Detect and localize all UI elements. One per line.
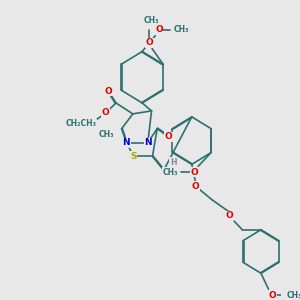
Text: O: O bbox=[268, 291, 276, 300]
Text: O: O bbox=[225, 211, 233, 220]
Text: O: O bbox=[105, 87, 112, 96]
Text: O: O bbox=[145, 38, 153, 47]
Text: O: O bbox=[192, 182, 200, 190]
Text: N: N bbox=[144, 138, 152, 147]
Text: N: N bbox=[122, 138, 130, 147]
Text: O: O bbox=[164, 132, 172, 141]
Text: CH₂CH₃: CH₂CH₃ bbox=[66, 119, 97, 128]
Text: CH₃: CH₃ bbox=[143, 16, 159, 25]
Text: CH₃: CH₃ bbox=[287, 291, 300, 300]
Text: O: O bbox=[102, 108, 110, 117]
Text: S: S bbox=[130, 152, 137, 161]
Text: O: O bbox=[155, 25, 163, 34]
Text: CH₃: CH₃ bbox=[99, 130, 114, 139]
Text: CH₃: CH₃ bbox=[174, 25, 189, 34]
Text: CH₃: CH₃ bbox=[162, 168, 178, 177]
Text: O: O bbox=[190, 168, 198, 177]
Text: H: H bbox=[170, 158, 176, 167]
